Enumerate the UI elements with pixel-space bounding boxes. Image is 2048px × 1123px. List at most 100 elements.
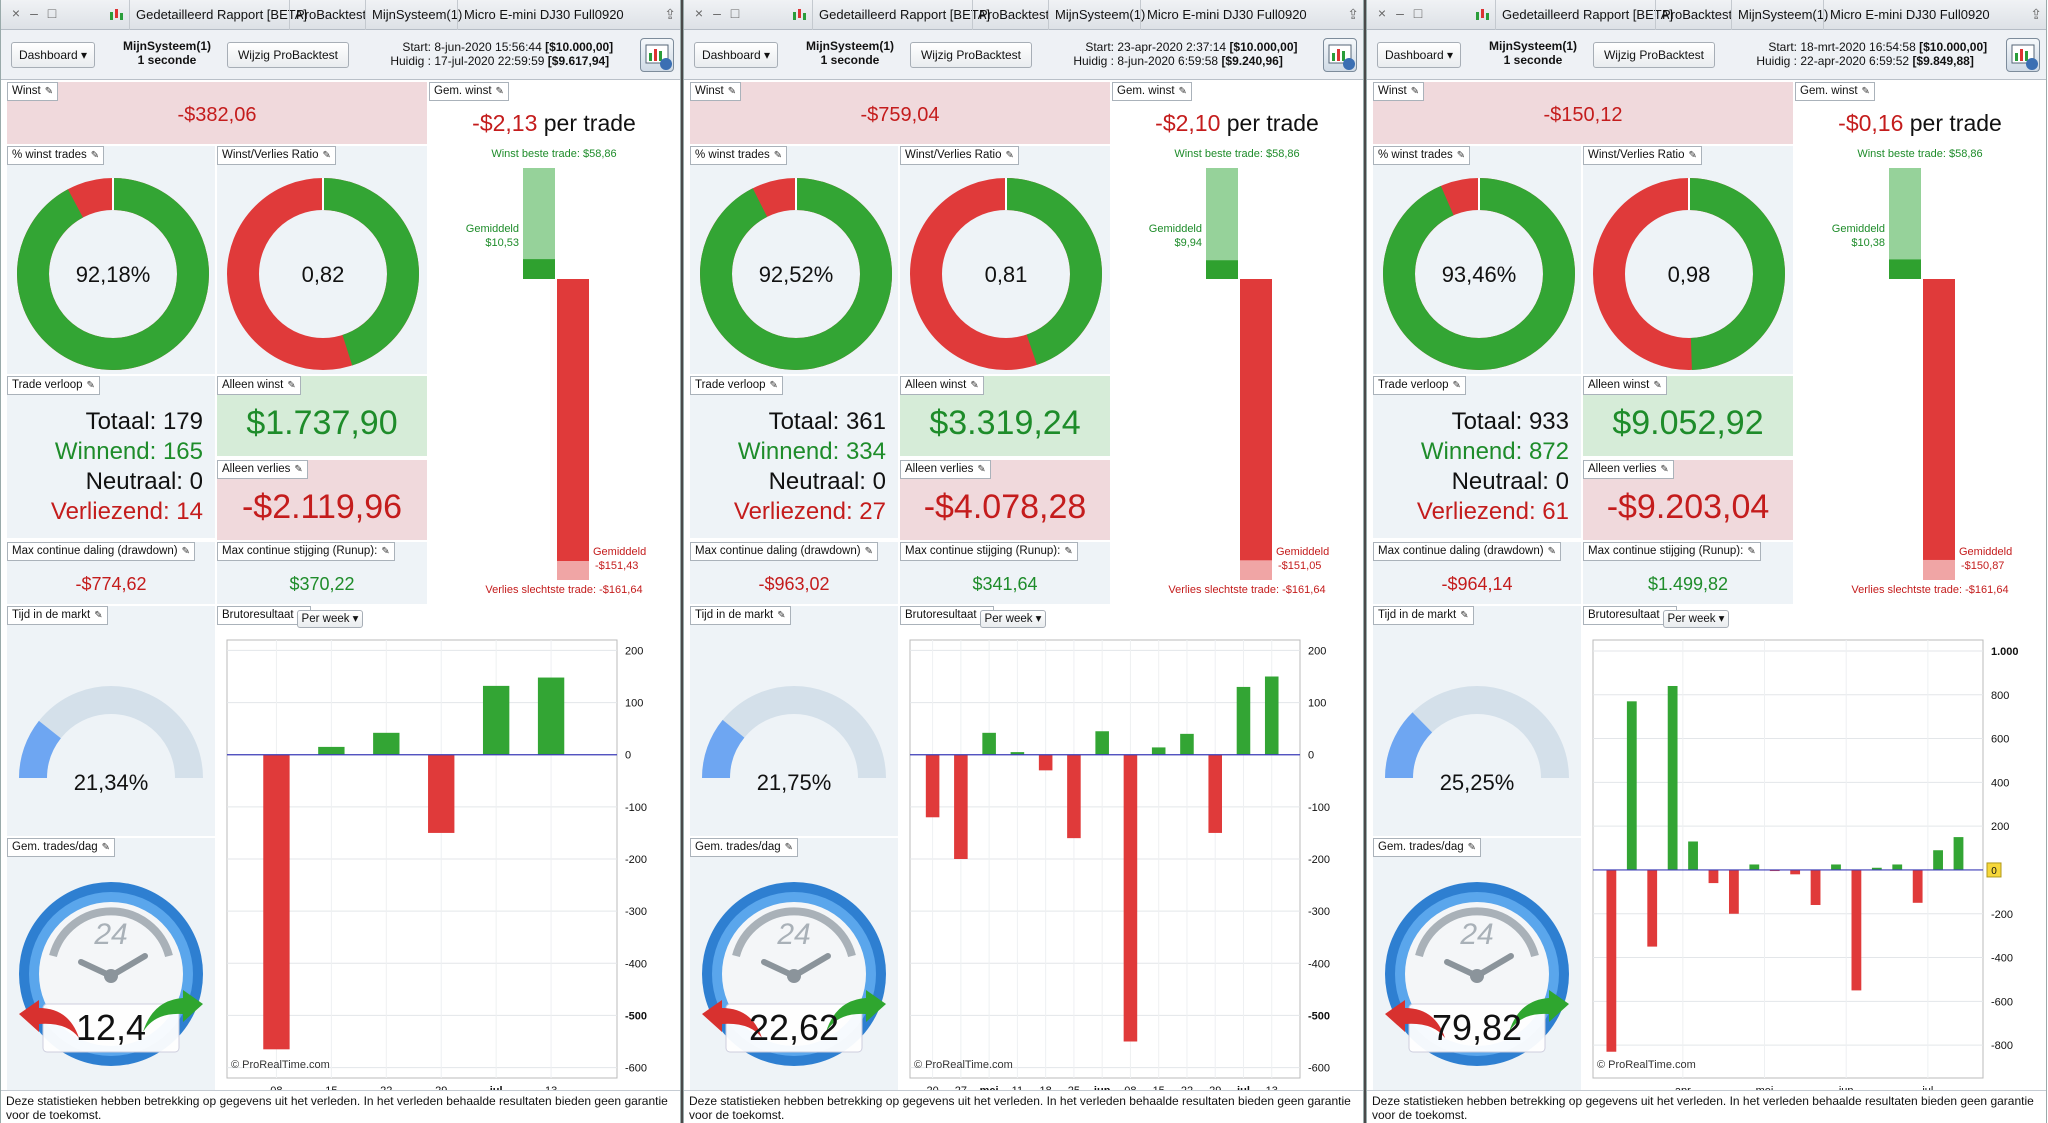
maximize-icon[interactable]: □	[730, 5, 740, 21]
pin-icon[interactable]: ✎	[381, 546, 390, 557]
runup-label[interactable]: Max continue stijging (Runup): ✎	[217, 542, 395, 561]
pin-icon[interactable]: ✎	[101, 842, 111, 853]
time-in-market-label[interactable]: Tijd in de markt ✎	[7, 606, 108, 625]
modify-backtest-button[interactable]: Wijzig ProBacktest	[910, 42, 1032, 68]
pin-icon[interactable]: ✎	[1547, 546, 1556, 557]
only-loss-label[interactable]: Alleen verlies ✎	[900, 460, 991, 479]
win-pct-label[interactable]: % winst trades ✎	[690, 146, 788, 165]
runup-label[interactable]: Max continue stijging (Runup): ✎	[1583, 542, 1761, 561]
pin-icon[interactable]: ✎	[90, 150, 100, 161]
avg-gain-label[interactable]: Gem. winst ✎	[1795, 82, 1875, 101]
pin-icon[interactable]: ✎	[777, 610, 786, 621]
pin-icon[interactable]: ✎	[784, 842, 794, 853]
period-dropdown[interactable]: Per week ▾	[980, 610, 1046, 628]
pin-icon[interactable]: ✎	[1452, 380, 1461, 391]
tab-instrument[interactable]: Micro E-mini DJ30 Full0920	[457, 0, 630, 30]
report-icon[interactable]	[2006, 38, 2040, 72]
trade-flow-label[interactable]: Trade verloop ✎	[1373, 376, 1466, 395]
pin-icon[interactable]: ✎	[1178, 86, 1187, 97]
pin-icon[interactable]: ✎	[322, 150, 331, 161]
pin-icon[interactable]: ✎	[1456, 150, 1466, 161]
avg-gain-label[interactable]: Gem. winst ✎	[1112, 82, 1192, 101]
tab-instrument[interactable]: Micro E-mini DJ30 Full0920	[1140, 0, 1313, 30]
pin-icon[interactable]: ✎	[970, 380, 979, 391]
pin-icon[interactable]: ✎	[727, 86, 737, 97]
pin-icon[interactable]: ✎	[1747, 546, 1756, 557]
tab-report[interactable]: Gedetailleerd Rapport [BETA]	[812, 0, 996, 30]
runup-label[interactable]: Max continue stijging (Runup): ✎	[900, 542, 1078, 561]
pin-icon[interactable]: ✎	[86, 380, 95, 391]
only-loss-label[interactable]: Alleen verlies ✎	[1583, 460, 1674, 479]
share-icon[interactable]: ⇪	[1347, 6, 1359, 22]
close-icon[interactable]: ×	[11, 5, 21, 21]
gain-label[interactable]: Winst ✎	[690, 82, 742, 101]
period-dropdown[interactable]: Per week ▾	[297, 610, 363, 628]
period-dropdown[interactable]: Per week ▾	[1663, 610, 1729, 628]
minimize-icon[interactable]: –	[713, 5, 721, 21]
tab-probacktest[interactable]: ProBacktest	[289, 0, 372, 30]
dashboard-button[interactable]: Dashboard ▾	[1377, 42, 1461, 68]
report-icon[interactable]	[1323, 38, 1357, 72]
dashboard-button[interactable]: Dashboard ▾	[11, 42, 95, 68]
pin-icon[interactable]: ✎	[1688, 150, 1697, 161]
dashboard-button[interactable]: Dashboard ▾	[694, 42, 778, 68]
gain-label[interactable]: Winst ✎	[1373, 82, 1425, 101]
tab-instrument[interactable]: Micro E-mini DJ30 Full0920	[1823, 0, 1996, 30]
time-in-market-label[interactable]: Tijd in de markt ✎	[1373, 606, 1474, 625]
only-loss-label[interactable]: Alleen verlies ✎	[217, 460, 308, 479]
share-icon[interactable]: ⇪	[2030, 6, 2042, 22]
pin-icon[interactable]: ✎	[1467, 842, 1477, 853]
drawdown-label[interactable]: Max continue daling (drawdown) ✎	[690, 542, 878, 561]
pin-icon[interactable]: ✎	[977, 464, 986, 475]
minimize-icon[interactable]: –	[30, 5, 38, 21]
pin-icon[interactable]: ✎	[181, 546, 190, 557]
win-pct-label[interactable]: % winst trades ✎	[7, 146, 105, 165]
tab-system[interactable]: MijnSysteem(1)	[1048, 0, 1151, 30]
wl-ratio-label[interactable]: Winst/Verlies Ratio ✎	[217, 146, 336, 165]
tab-report[interactable]: Gedetailleerd Rapport [BETA]	[129, 0, 313, 30]
report-icon[interactable]	[640, 38, 674, 72]
drawdown-label[interactable]: Max continue daling (drawdown) ✎	[7, 542, 195, 561]
trade-flow-label[interactable]: Trade verloop ✎	[690, 376, 783, 395]
pin-icon[interactable]: ✎	[1653, 380, 1662, 391]
pin-icon[interactable]: ✎	[1410, 86, 1420, 97]
gain-label[interactable]: Winst ✎	[7, 82, 59, 101]
trade-flow-label[interactable]: Trade verloop ✎	[7, 376, 100, 395]
only-gain-label[interactable]: Alleen winst ✎	[900, 376, 984, 395]
pin-icon[interactable]: ✎	[94, 610, 103, 621]
pin-icon[interactable]: ✎	[769, 380, 778, 391]
maximize-icon[interactable]: □	[47, 5, 57, 21]
close-icon[interactable]: ×	[694, 5, 704, 21]
time-in-market-label[interactable]: Tijd in de markt ✎	[690, 606, 791, 625]
pin-icon[interactable]: ✎	[1005, 150, 1014, 161]
maximize-icon[interactable]: □	[1413, 5, 1423, 21]
avg-gain-label[interactable]: Gem. winst ✎	[429, 82, 509, 101]
drawdown-label[interactable]: Max continue daling (drawdown) ✎	[1373, 542, 1561, 561]
pin-icon[interactable]: ✎	[495, 86, 504, 97]
tab-probacktest[interactable]: ProBacktest	[972, 0, 1055, 30]
pin-icon[interactable]: ✎	[773, 150, 783, 161]
close-icon[interactable]: ×	[1377, 5, 1387, 21]
trades-per-day-label[interactable]: Gem. trades/dag ✎	[1373, 838, 1482, 857]
share-icon[interactable]: ⇪	[664, 6, 676, 22]
pin-icon[interactable]: ✎	[1861, 86, 1870, 97]
pin-icon[interactable]: ✎	[1660, 464, 1669, 475]
pin-icon[interactable]: ✎	[44, 86, 54, 97]
wl-ratio-label[interactable]: Winst/Verlies Ratio ✎	[1583, 146, 1702, 165]
only-gain-label[interactable]: Alleen winst ✎	[1583, 376, 1667, 395]
modify-backtest-button[interactable]: Wijzig ProBacktest	[1593, 42, 1715, 68]
wl-ratio-label[interactable]: Winst/Verlies Ratio ✎	[900, 146, 1019, 165]
tab-system[interactable]: MijnSysteem(1)	[365, 0, 468, 30]
trades-per-day-label[interactable]: Gem. trades/dag ✎	[7, 838, 116, 857]
tab-report[interactable]: Gedetailleerd Rapport [BETA]	[1495, 0, 1679, 30]
modify-backtest-button[interactable]: Wijzig ProBacktest	[227, 42, 349, 68]
trades-per-day-label[interactable]: Gem. trades/dag ✎	[690, 838, 799, 857]
only-gain-label[interactable]: Alleen winst ✎	[217, 376, 301, 395]
tab-probacktest[interactable]: ProBacktest	[1655, 0, 1738, 30]
tab-system[interactable]: MijnSysteem(1)	[1731, 0, 1834, 30]
pin-icon[interactable]: ✎	[294, 464, 303, 475]
minimize-icon[interactable]: –	[1396, 5, 1404, 21]
pin-icon[interactable]: ✎	[864, 546, 873, 557]
pin-icon[interactable]: ✎	[1460, 610, 1469, 621]
pin-icon[interactable]: ✎	[287, 380, 296, 391]
